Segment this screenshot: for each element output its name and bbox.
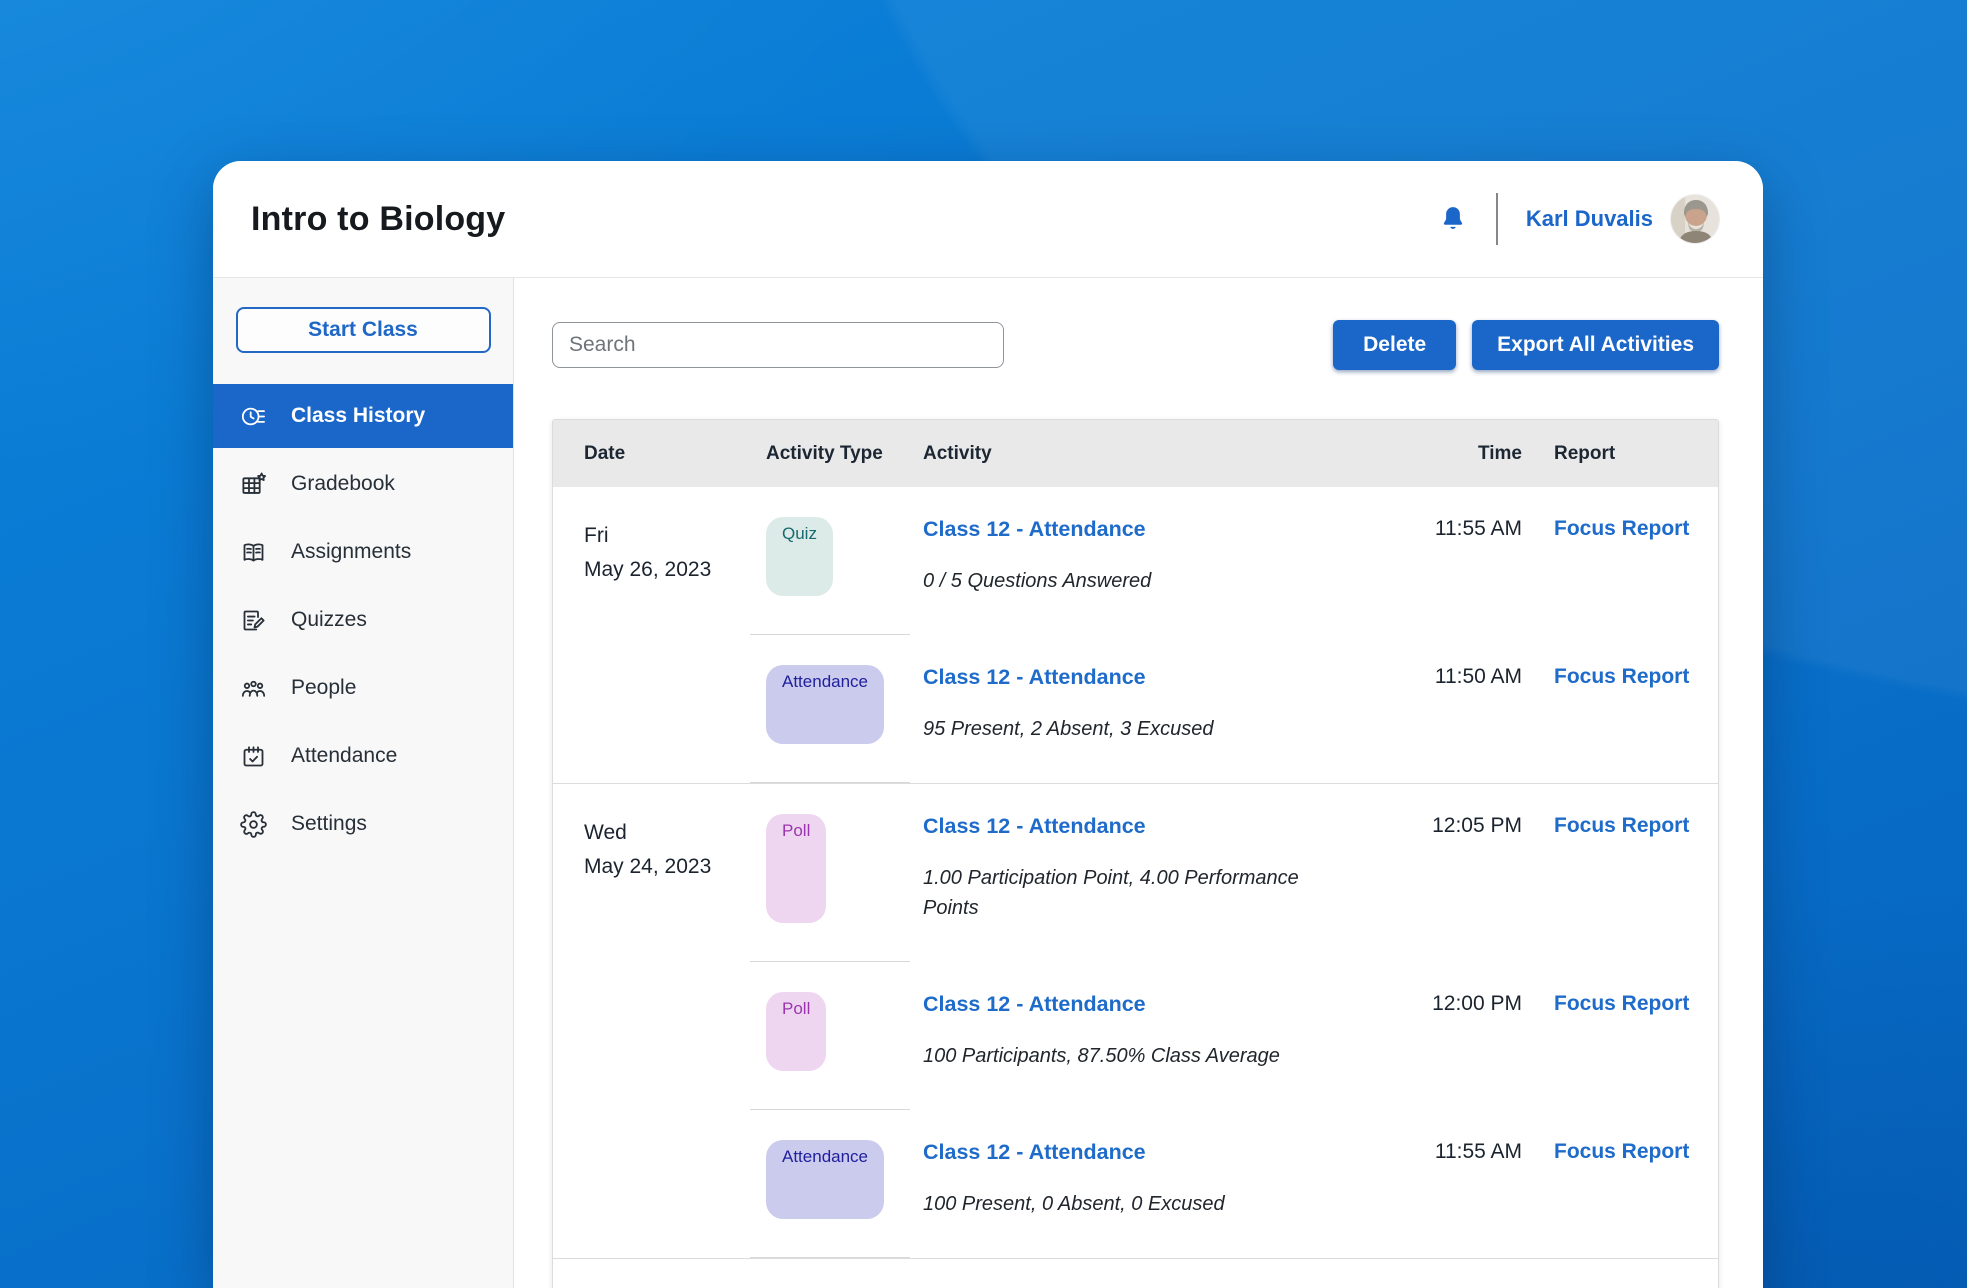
people-icon [241, 680, 266, 697]
activity-detail: 100 Present, 0 Absent, 0 Excused [923, 1193, 1225, 1215]
row-divider [750, 961, 910, 962]
activity-link[interactable]: Class 12 - Attendance [923, 665, 1146, 689]
export-all-activities-button[interactable]: Export All Activities [1472, 320, 1719, 370]
table-row: Attendance Class 12 - Attendance 95 Pres… [750, 635, 1718, 783]
table-header: Date Activity Type Activity Time Report [553, 420, 1718, 487]
column-header-activity-type: Activity Type [766, 442, 883, 464]
date-cell: Mon May 22, 2023 [553, 1259, 766, 1288]
sidebar-item-label: Assignments [291, 540, 412, 563]
date-group: Wed May 24, 2023 Poll Class 12 - Attenda… [553, 783, 1718, 1258]
activity-time: 11:55 AM [1434, 1140, 1522, 1163]
column-header-time: Time [1477, 442, 1522, 464]
sidebar-item-label: Class History [291, 404, 426, 427]
activity-link[interactable]: Class 12 - Attendance [923, 814, 1146, 838]
focus-report-link[interactable]: Focus Report [1554, 517, 1690, 540]
main-content: Delete Export All Activities Date Activi… [514, 278, 1763, 1288]
table-row: Attendance Class 12 - Attendance 100 Pre… [750, 1110, 1718, 1258]
toolbar: Delete Export All Activities [552, 320, 1719, 370]
sidebar-item-quizzes[interactable]: Quizzes [213, 588, 513, 652]
activity-type-badge: Attendance [766, 1140, 885, 1219]
date-full: May 24, 2023 [584, 855, 712, 878]
row-divider [750, 782, 910, 783]
sidebar-item-label: Gradebook [291, 472, 395, 495]
notification-bell-icon[interactable] [1438, 203, 1468, 235]
sidebar-item-label: Settings [291, 812, 367, 835]
activity-type-badge: Attendance [766, 665, 885, 744]
table-row: Quiz Class 12 - Attendance 0 / 5 Questio… [750, 487, 1718, 635]
row-divider [750, 634, 910, 635]
date-group: Fri May 26, 2023 Quiz Class 12 - Attenda… [553, 487, 1718, 783]
avatar[interactable] [1671, 195, 1719, 243]
activity-link[interactable]: Class 12 - Attendance [923, 1140, 1146, 1164]
activity-time: 11:55 AM [1434, 517, 1522, 540]
focus-report-link[interactable]: Focus Report [1554, 1140, 1690, 1163]
activity-link[interactable]: Class 12 - Attendance [923, 992, 1146, 1016]
header-divider [1495, 193, 1498, 245]
row-divider [750, 1257, 910, 1258]
sidebar-item-attendance[interactable]: Attendance [213, 724, 513, 788]
sidebar-item-label: Quizzes [291, 608, 367, 631]
settings-icon [240, 810, 267, 838]
clock-history-icon [241, 407, 265, 425]
sidebar-item-settings[interactable]: Settings [213, 792, 513, 856]
activity-detail: 1.00 Participation Point, 4.00 Performan… [923, 867, 1299, 919]
sidebar-nav: Class History Gradebook Assignmen [213, 384, 513, 856]
attendance-icon [243, 745, 264, 766]
date-full: May 26, 2023 [584, 558, 712, 581]
sidebar-item-label: Attendance [291, 744, 398, 767]
column-header-report: Report [1554, 442, 1616, 464]
gradebook-icon [242, 472, 266, 494]
activity-detail: 0 / 5 Questions Answered [923, 570, 1152, 592]
activity-link[interactable]: Class 12 - Attendance [923, 517, 1146, 541]
activity-time: 12:00 PM [1432, 992, 1522, 1015]
row-divider [750, 1109, 910, 1110]
activity-type-badge: Quiz [766, 517, 833, 596]
app-body: Start Class Class History Gradebook [213, 278, 1763, 1288]
app-header: Intro to Biology Karl Duvalis [213, 161, 1763, 278]
sidebar-item-people[interactable]: People [213, 656, 513, 720]
header-actions: Karl Duvalis [1438, 193, 1719, 245]
date-group: Mon May 22, 2023 Attendance Class 12 - A… [553, 1258, 1718, 1288]
assignments-icon [243, 542, 264, 561]
delete-button[interactable]: Delete [1333, 320, 1457, 370]
activity-detail: 95 Present, 2 Absent, 3 Excused [923, 718, 1214, 740]
app-card: Intro to Biology Karl Duvalis [213, 161, 1763, 1288]
start-class-button[interactable]: Start Class [235, 307, 491, 353]
focus-report-link[interactable]: Focus Report [1554, 665, 1690, 688]
date-cell: Fri May 26, 2023 [553, 487, 766, 783]
date-day: Wed [584, 821, 627, 844]
activity-type-badge: Poll [766, 992, 827, 1071]
sidebar-item-gradebook[interactable]: Gradebook [213, 452, 513, 516]
column-header-date: Date [584, 442, 626, 464]
column-header-activity: Activity [923, 442, 992, 464]
table-row: Poll Class 12 - Attendance 1.00 Particip… [750, 784, 1718, 962]
sidebar-item-label: People [291, 676, 357, 699]
search-input[interactable] [552, 322, 1004, 368]
sidebar-item-class-history[interactable]: Class History [213, 384, 513, 448]
focus-report-link[interactable]: Focus Report [1554, 814, 1690, 837]
activity-time: 12:05 PM [1432, 814, 1522, 837]
table-row: Attendance Class 12 - Attendance 98 Pres… [766, 1259, 1718, 1288]
table-row: Poll Class 12 - Attendance 100 Participa… [750, 962, 1718, 1110]
focus-report-link[interactable]: Focus Report [1554, 992, 1690, 1015]
date-day: Fri [584, 524, 609, 547]
date-cell: Wed May 24, 2023 [553, 784, 766, 1258]
activities-table: Date Activity Type Activity Time Report … [552, 419, 1719, 1288]
sidebar: Start Class Class History Gradebook [213, 278, 514, 1288]
activity-type-badge: Poll [766, 814, 827, 923]
user-name[interactable]: Karl Duvalis [1525, 206, 1653, 231]
quizzes-icon [243, 610, 265, 630]
activity-time: 11:50 AM [1434, 665, 1522, 688]
sidebar-item-assignments[interactable]: Assignments [213, 520, 513, 584]
activity-detail: 100 Participants, 87.50% Class Average [923, 1045, 1280, 1067]
page-title: Intro to Biology [251, 199, 506, 238]
